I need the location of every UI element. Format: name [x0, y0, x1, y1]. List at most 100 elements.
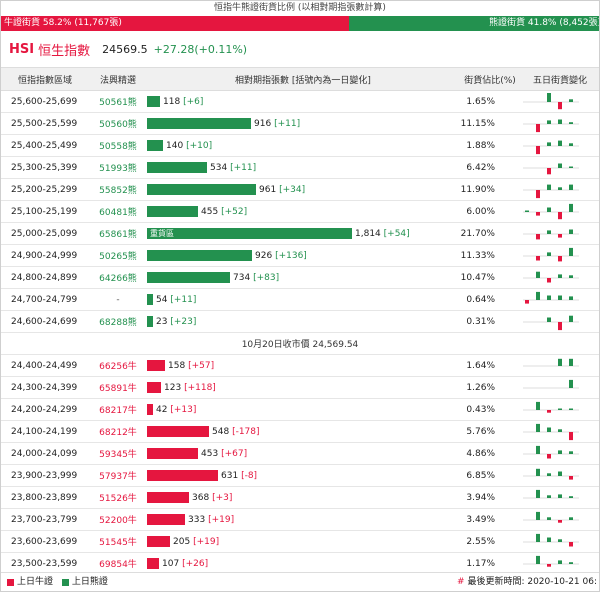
warrant-code[interactable]: 55852熊 — [89, 178, 147, 201]
count-value: 534 — [210, 162, 228, 173]
count-bar — [147, 492, 189, 503]
sparkline-bar — [547, 427, 551, 432]
count-bar — [147, 448, 198, 459]
table-row[interactable]: 24,800-24,899 64266熊 734 [+83] 10.47% — [1, 266, 599, 289]
pct-cell: 0.43% — [459, 398, 521, 421]
table-row[interactable]: 25,200-25,299 55852熊 961 [+34] 11.90% — [1, 178, 599, 201]
table-row[interactable]: 25,400-25,499 50558熊 140 [+10] 1.88% — [1, 134, 599, 157]
sparkline-bar — [558, 408, 562, 410]
warrant-code[interactable]: 66256牛 — [89, 354, 147, 377]
five-day-cell — [521, 244, 599, 267]
count-cell: 123 [+118] — [147, 376, 459, 399]
sparkline-bar — [547, 317, 551, 322]
table-row[interactable]: 24,700-24,799-54 [+11] 0.64% — [1, 288, 599, 311]
table-row[interactable]: 24,400-24,499 66256牛 158 [+57] 1.64% — [1, 354, 599, 377]
count-value: 54 — [156, 294, 168, 305]
sparkline-bar — [558, 163, 562, 168]
pct-cell: 6.00% — [459, 200, 521, 223]
table-row[interactable]: 23,900-23,999 57937牛 631 [-8] 6.85% — [1, 464, 599, 487]
sparkline-bar — [547, 453, 551, 458]
warrant-code[interactable]: 51526牛 — [89, 486, 147, 509]
five-day-cell — [521, 288, 599, 311]
count-bar-box: 926 [+136] — [147, 245, 459, 266]
count-text: 123 [+118] — [164, 383, 216, 393]
table-row[interactable]: 25,300-25,399 51993熊 534 [+11] 6.42% — [1, 156, 599, 179]
warrant-code[interactable]: 65861熊 — [89, 222, 147, 245]
sparkline-bar — [569, 184, 573, 190]
count-bar-box: 734 [+83] — [147, 267, 459, 288]
count-value: 123 — [164, 382, 182, 393]
five-day-sparkline — [523, 92, 579, 109]
count-bar — [147, 118, 251, 129]
count-value: 107 — [162, 558, 180, 569]
warrant-code[interactable]: 68217牛 — [89, 398, 147, 421]
sparkline-bar — [558, 538, 562, 542]
sparkline-bar — [547, 207, 551, 212]
table-row[interactable]: 25,100-25,199 60481熊 455 [+52] 6.00% — [1, 200, 599, 223]
warrant-code[interactable]: 51545牛 — [89, 530, 147, 553]
count-value: 333 — [188, 514, 206, 525]
col-range: 恒指指數區域 — [1, 67, 89, 91]
count-text: 1,814 [+54] — [355, 229, 410, 239]
legend-bear: 上日熊證 — [61, 573, 108, 591]
sparkline-bar — [536, 511, 540, 520]
table-row[interactable]: 24,900-24,999 50265熊 926 [+136] 11.33% — [1, 244, 599, 267]
warrant-code[interactable]: 68288熊 — [89, 310, 147, 333]
sparkline-bar — [569, 541, 573, 546]
table-row[interactable]: 24,000-24,099 59345牛 453 [+67] 4.86% — [1, 442, 599, 465]
pct-cell: 0.64% — [459, 288, 521, 311]
count-bar — [147, 316, 153, 327]
table-row[interactable]: 23,600-23,699 51545牛 205 [+19] 2.55% — [1, 530, 599, 553]
warrant-code[interactable]: 68212牛 — [89, 420, 147, 443]
table-row[interactable]: 23,700-23,799 52200牛 333 [+19] 3.49% — [1, 508, 599, 531]
warrant-code[interactable]: 51993熊 — [89, 156, 147, 179]
warrant-code[interactable]: 50560熊 — [89, 112, 147, 135]
count-cell: 961 [+34] — [147, 178, 459, 201]
count-cell: 158 [+57] — [147, 354, 459, 377]
table-row[interactable]: 24,300-24,399 65891牛 123 [+118] 1.26% — [1, 376, 599, 399]
legend-bull-swatch — [7, 578, 14, 586]
five-day-sparkline — [523, 511, 579, 523]
table-row[interactable]: 23,500-23,599 69854牛 107 [+26] 1.17% — [1, 552, 599, 575]
index-code[interactable]: HSI — [9, 41, 35, 57]
range-cell: 24,600-24,699 — [1, 310, 89, 333]
count-value: 368 — [192, 492, 210, 503]
warrant-code[interactable]: 50558熊 — [89, 134, 147, 157]
table-row[interactable]: 25,500-25,599 50560熊 916 [+11] 11.15% — [1, 112, 599, 135]
warrant-code[interactable]: 50561熊 — [89, 90, 147, 113]
warrant-code[interactable]: 50265熊 — [89, 244, 147, 267]
warrant-code[interactable]: 60481熊 — [89, 200, 147, 223]
sparkline-bar — [547, 141, 551, 146]
count-bar — [147, 272, 230, 283]
table-row[interactable]: 24,600-24,699 68288熊 23 [+23] 0.31% — [1, 310, 599, 333]
sparkline-bar — [558, 358, 562, 366]
warrant-code[interactable]: 57937牛 — [89, 464, 147, 487]
five-day-sparkline — [523, 291, 579, 304]
last-updated: # 最後更新時間: 2020-10-21 06: — [457, 573, 597, 591]
count-change: [+11] — [230, 162, 257, 173]
index-name[interactable]: 恒生指數 — [38, 43, 91, 59]
range-cell: 23,600-23,699 — [1, 530, 89, 553]
sparkline-bar — [569, 247, 573, 256]
legend-bull: 上日牛證 — [7, 573, 53, 591]
table-row[interactable]: 25,600-25,699 50561熊 118 [+6] 1.65% — [1, 90, 599, 113]
table-row[interactable]: 23,800-23,899 51526牛 368 [+3] 3.94% — [1, 486, 599, 509]
sparkline-bar — [536, 123, 540, 132]
table-row[interactable]: 24,100-24,199 68212牛 548 [-178] 5.76% — [1, 420, 599, 443]
count-change: [+10] — [186, 140, 213, 151]
warrant-code[interactable]: 65891牛 — [89, 376, 147, 399]
table-row[interactable]: 25,000-25,099 65861熊 重貨區 1,814 [+54] 21.70% — [1, 222, 599, 245]
count-bar-box: 333 [+19] — [147, 509, 459, 530]
count-text: 961 [+34] — [259, 185, 305, 195]
table-row[interactable]: 24,200-24,299 68217牛 42 [+13] 0.43% — [1, 398, 599, 421]
five-day-sparkline — [523, 358, 579, 366]
warrant-code[interactable]: 52200牛 — [89, 508, 147, 531]
count-bar — [147, 294, 153, 305]
sparkline-bar — [536, 555, 540, 564]
five-day-cell — [521, 442, 599, 465]
warrant-code[interactable]: 64266熊 — [89, 266, 147, 289]
sparkline-bar — [558, 233, 562, 238]
count-value: 158 — [168, 360, 186, 371]
warrant-code[interactable]: 59345牛 — [89, 442, 147, 465]
pct-cell: 6.85% — [459, 464, 521, 487]
